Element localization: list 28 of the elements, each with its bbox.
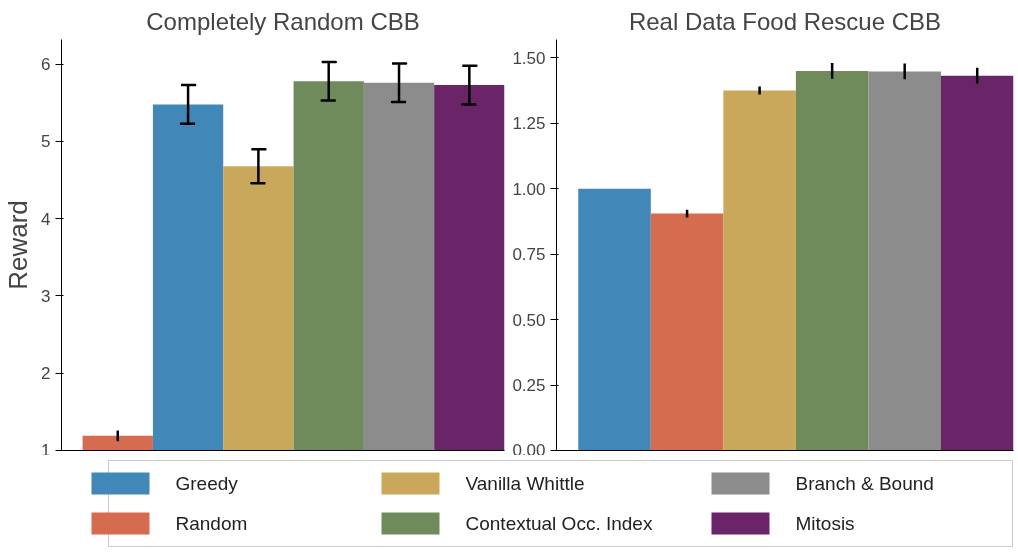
legend-label: Vanilla Whittle (465, 473, 585, 494)
y-tick-label: 1 (41, 440, 51, 460)
chart-title: Completely Random CBB (146, 7, 420, 35)
legend-label: Mitosis (795, 513, 855, 534)
legend-label: Greedy (175, 473, 239, 494)
y-tick-label: 2 (41, 364, 51, 384)
y-tick-label: 0.75 (512, 245, 546, 265)
bar (723, 90, 796, 451)
bar (868, 71, 941, 451)
bar (650, 213, 724, 451)
y-tick-label: 0.25 (512, 376, 546, 396)
y-tick-label: 4 (41, 209, 51, 229)
bar (578, 188, 651, 451)
legend-label: Random (175, 513, 248, 534)
y-tick-label: 5 (41, 132, 51, 152)
y-axis-title: Reward (3, 200, 34, 290)
y-tick-label: 3 (41, 286, 51, 306)
chart-title: Real Data Food Rescue CBB (628, 7, 942, 35)
bar (795, 70, 869, 451)
legend-label: Contextual Occ. Index (465, 513, 653, 534)
y-tick-label: 1.00 (512, 179, 546, 199)
y-tick-label: 1.50 (512, 48, 546, 68)
bar (940, 75, 1014, 451)
y-tick-label: 6 (41, 55, 51, 75)
y-tick-label: 0.00 (512, 440, 546, 460)
legend-label: Branch & Bound (795, 473, 934, 494)
y-tick-label: 0.50 (512, 310, 546, 330)
y-tick-label: 1.25 (512, 114, 546, 134)
